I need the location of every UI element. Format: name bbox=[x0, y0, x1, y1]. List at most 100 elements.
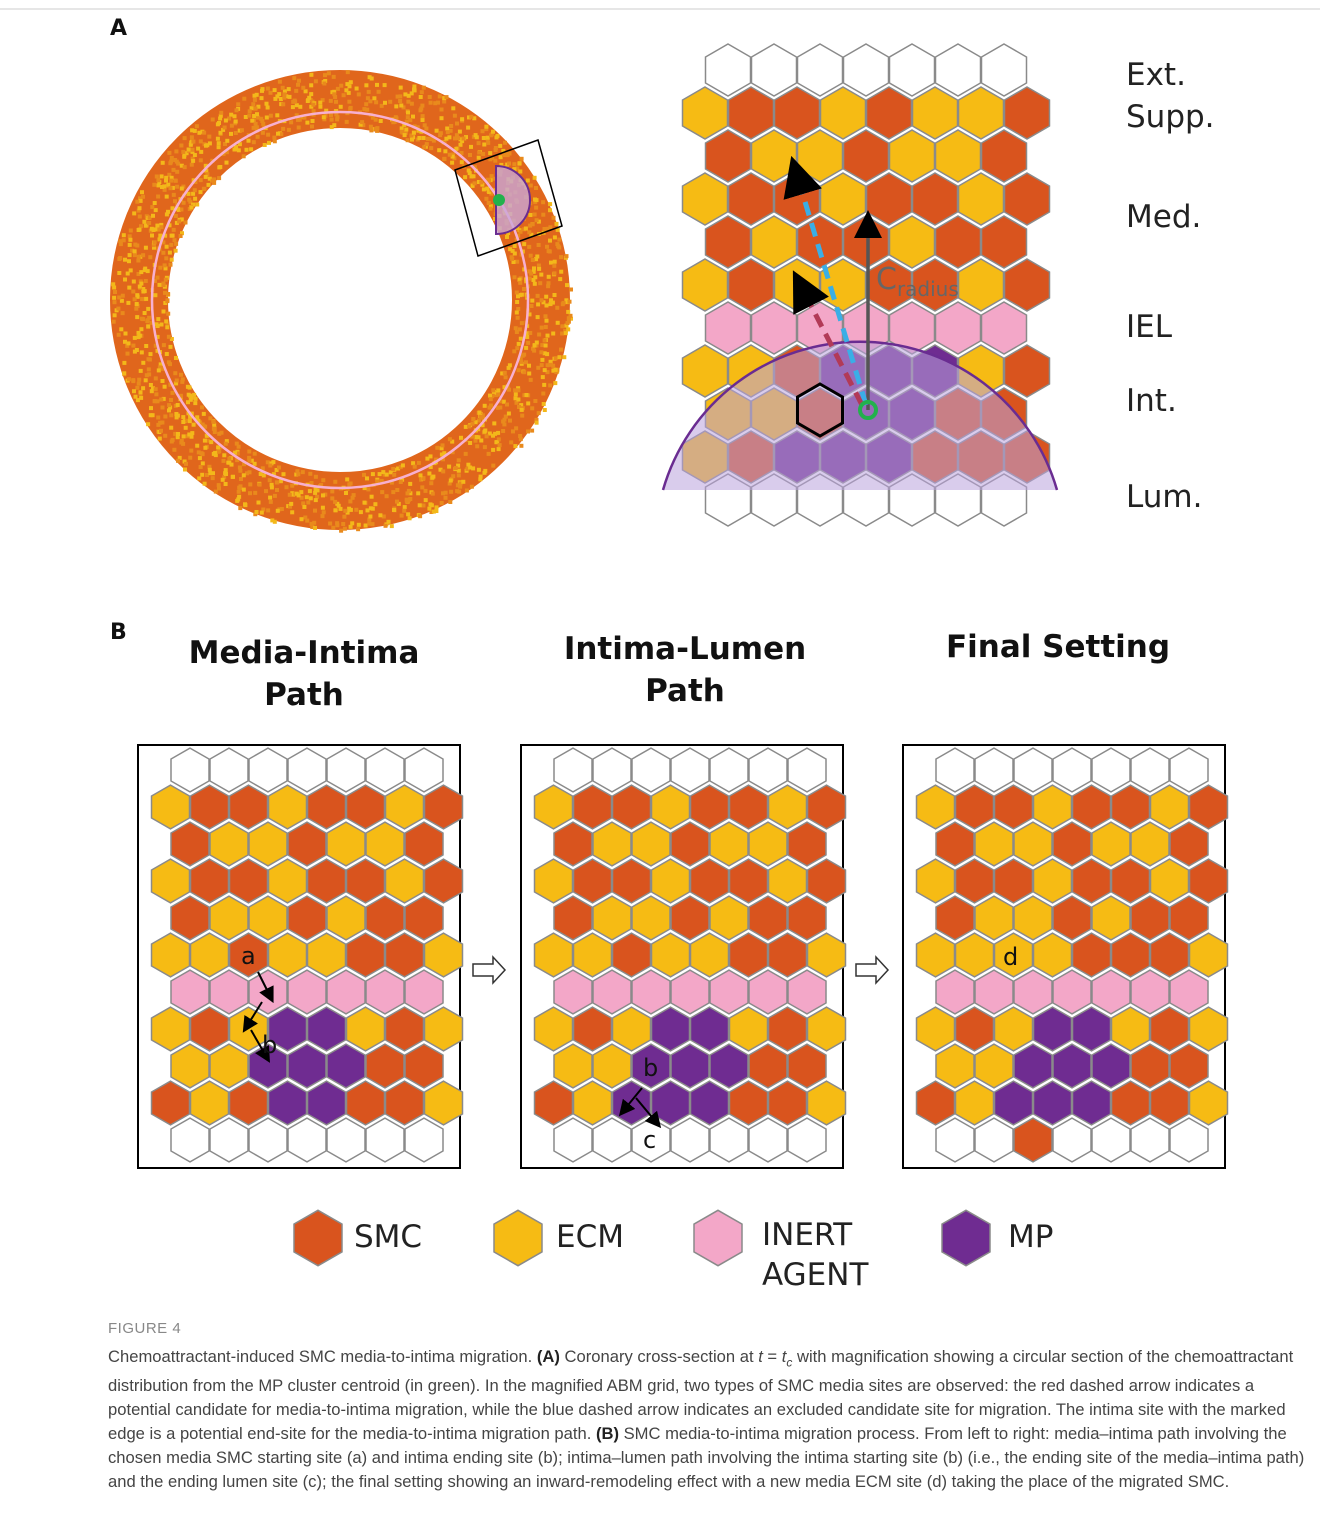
ecm-speck bbox=[324, 108, 329, 113]
ecm-speck bbox=[404, 127, 409, 132]
hex-site bbox=[1052, 1117, 1092, 1163]
ecm-speck bbox=[212, 180, 217, 185]
hex-site bbox=[935, 747, 975, 793]
legend-swatch bbox=[493, 1209, 543, 1267]
ecm-speck bbox=[159, 428, 163, 433]
ecm-speck bbox=[176, 458, 180, 463]
hex-site bbox=[806, 1006, 847, 1052]
ecm-speck bbox=[302, 505, 307, 509]
hex-site bbox=[1091, 969, 1131, 1015]
ecm-speck bbox=[496, 430, 501, 435]
ecm-speck bbox=[121, 233, 126, 238]
hex-site bbox=[384, 1080, 425, 1126]
ecm-speck bbox=[480, 423, 485, 428]
ecm-speck bbox=[147, 215, 152, 220]
ecm-speck bbox=[516, 368, 521, 373]
ecm-speck bbox=[486, 451, 491, 456]
path-arrow bbox=[250, 1029, 270, 1063]
ecm-speck bbox=[536, 219, 541, 224]
ecm-speck bbox=[408, 118, 413, 123]
hex-site bbox=[306, 784, 347, 830]
ecm-speck bbox=[133, 394, 138, 399]
ecm-speck bbox=[182, 459, 187, 464]
ecm-speck bbox=[523, 226, 528, 231]
ecm-speck bbox=[492, 176, 497, 181]
ecm-speck bbox=[478, 414, 483, 419]
ecm-speck bbox=[411, 461, 416, 466]
ecm-speck bbox=[255, 112, 259, 117]
ecm-speck bbox=[497, 443, 502, 448]
ecm-speck bbox=[286, 87, 291, 92]
hex-site bbox=[306, 1006, 347, 1052]
ecm-speck bbox=[402, 505, 407, 510]
ecm-speck bbox=[548, 238, 552, 243]
ecm-speck bbox=[156, 422, 161, 427]
ecm-speck bbox=[515, 259, 520, 264]
ecm-speck bbox=[178, 234, 183, 238]
ecm-speck bbox=[164, 212, 169, 217]
ecm-speck bbox=[315, 494, 320, 499]
ecm-speck bbox=[451, 474, 456, 479]
ecm-speck bbox=[139, 224, 143, 229]
ecm-speck bbox=[176, 432, 180, 436]
ecm-speck bbox=[555, 320, 560, 325]
ecm-speck bbox=[429, 481, 434, 486]
hex-site bbox=[1032, 784, 1073, 830]
ecm-speck bbox=[308, 471, 313, 476]
ecm-speck bbox=[223, 142, 227, 146]
hex-site bbox=[980, 43, 1028, 97]
ecm-speck bbox=[338, 506, 343, 511]
ecm-speck bbox=[470, 434, 475, 439]
ecm-speck bbox=[136, 381, 141, 386]
hex-site bbox=[306, 1080, 347, 1126]
ecm-speck bbox=[125, 343, 130, 348]
ecm-speck bbox=[160, 379, 165, 383]
ecm-speck bbox=[479, 438, 484, 443]
hex-site bbox=[1130, 1117, 1170, 1163]
ecm-speck bbox=[463, 424, 468, 429]
ecm-speck bbox=[259, 116, 264, 121]
ecm-speck bbox=[527, 312, 532, 317]
ecm-speck bbox=[480, 413, 485, 418]
ecm-speck bbox=[191, 158, 196, 163]
ecm-speck bbox=[496, 437, 501, 442]
ecm-speck bbox=[181, 149, 186, 154]
ecm-speck bbox=[243, 115, 248, 119]
ecm-speck bbox=[141, 317, 146, 322]
ecm-speck bbox=[425, 456, 430, 461]
ecm-speck bbox=[398, 465, 403, 470]
ecm-speck bbox=[536, 302, 541, 307]
ecm-speck bbox=[569, 287, 573, 292]
ecm-speck bbox=[206, 182, 211, 187]
ecm-speck bbox=[526, 429, 530, 434]
ecm-speck bbox=[529, 232, 534, 237]
ecm-speck bbox=[132, 253, 137, 258]
ecm-speck bbox=[259, 510, 264, 515]
hex-site bbox=[365, 895, 405, 941]
ecm-speck bbox=[471, 466, 476, 471]
ecm-speck bbox=[440, 443, 445, 448]
ecm-speck bbox=[403, 130, 408, 135]
hex-site bbox=[915, 858, 956, 904]
ecm-speck bbox=[227, 116, 232, 121]
ecm-speck bbox=[329, 113, 333, 118]
ecm-speck bbox=[489, 191, 494, 196]
hex-site bbox=[1169, 1043, 1209, 1089]
ecm-speck bbox=[421, 85, 426, 90]
ecm-speck bbox=[153, 208, 158, 213]
ecm-speck bbox=[305, 120, 310, 125]
hex-site bbox=[404, 1117, 444, 1163]
ecm-speck bbox=[211, 451, 216, 456]
ecm-speck bbox=[272, 519, 277, 524]
ecm-speck bbox=[205, 172, 210, 177]
ecm-speck bbox=[493, 431, 498, 436]
ecm-speck bbox=[515, 315, 520, 320]
ecm-speck bbox=[170, 206, 175, 211]
ecm-speck bbox=[542, 408, 547, 412]
ecm-speck bbox=[156, 194, 161, 199]
ecm-speck bbox=[396, 501, 401, 506]
ecm-speck bbox=[502, 385, 507, 390]
ecm-speck bbox=[558, 277, 563, 282]
ecm-speck bbox=[505, 235, 509, 239]
ecm-speck bbox=[507, 363, 512, 368]
